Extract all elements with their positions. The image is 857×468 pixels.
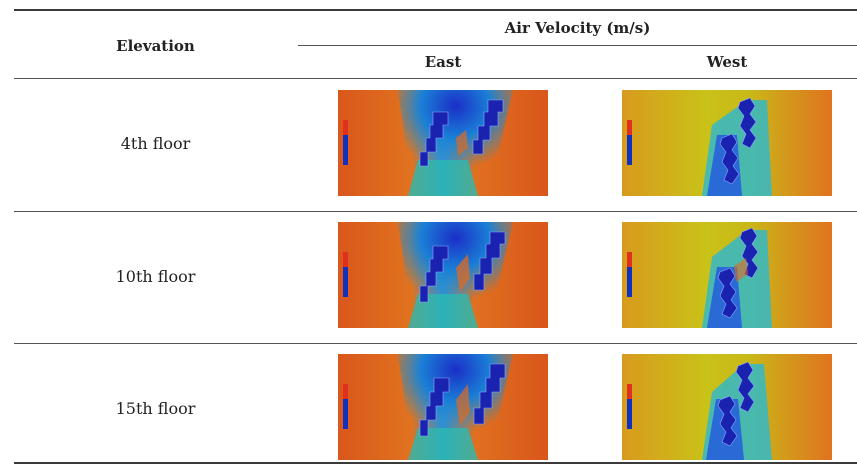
row-divider-2 xyxy=(14,343,857,344)
east-airflow-simulation-4th xyxy=(338,90,548,196)
column-header-west: West xyxy=(706,53,748,71)
table-bottom-rule xyxy=(14,462,857,464)
row-label-10th-floor: 10th floor xyxy=(115,267,196,286)
west-airflow-simulation-15th xyxy=(622,354,832,460)
header-bottom-rule xyxy=(14,78,857,79)
header-subrule xyxy=(298,45,857,46)
column-header-elevation: Elevation xyxy=(116,37,195,55)
row-divider-1 xyxy=(14,211,857,212)
table-top-rule xyxy=(14,9,857,11)
row-label-4th-floor: 4th floor xyxy=(120,134,191,153)
column-header-east: East xyxy=(424,53,462,71)
west-airflow-simulation-10th xyxy=(622,222,832,328)
east-airflow-simulation-10th xyxy=(338,222,548,328)
east-airflow-simulation-15th xyxy=(338,354,548,460)
column-group-header-air-velocity: Air Velocity (m/s) xyxy=(504,19,651,37)
west-airflow-simulation-4th xyxy=(622,90,832,196)
row-label-15th-floor: 15th floor xyxy=(115,399,196,418)
